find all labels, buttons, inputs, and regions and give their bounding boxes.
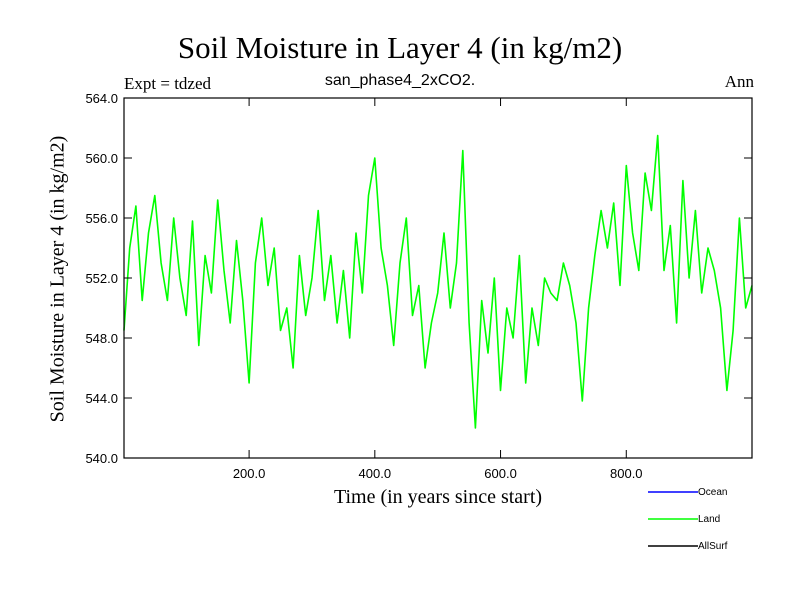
legend: Ocean Land AllSurf (648, 487, 728, 552)
y-tick-label: 556.0 (85, 211, 118, 226)
x-tick-label: 800.0 (610, 466, 643, 481)
legend-label-land: Land (698, 514, 720, 525)
y-tick-label: 540.0 (85, 451, 118, 466)
y-tick-label: 544.0 (85, 391, 118, 406)
y-tick-label: 548.0 (85, 331, 118, 346)
x-tick-label: 400.0 (359, 466, 392, 481)
y-tick-label: 552.0 (85, 271, 118, 286)
legend-label-allsurf: AllSurf (698, 541, 728, 552)
series-layer (123, 134, 753, 429)
chart-title: Soil Moisture in Layer 4 (in kg/m2) (177, 30, 623, 65)
series-line-land (123, 134, 753, 429)
x-axis-label: Time (in years since start) (333, 486, 543, 508)
y-tick-label: 564.0 (85, 91, 118, 106)
ticks-layer: 200.0 400.0 600.0 800.0 540.0 544.0 548.0 552.0… (85, 91, 752, 481)
legend-label-ocean: Ocean (698, 487, 727, 498)
period-label: Ann (724, 72, 754, 91)
x-tick-label: 200.0 (233, 466, 266, 481)
experiment-label: Expt = tdzed (124, 74, 212, 93)
x-tick-label: 600.0 (484, 466, 517, 481)
chart-subtitle: san_phase4_2xCO2. (324, 72, 476, 89)
y-tick-label: 560.0 (85, 151, 118, 166)
